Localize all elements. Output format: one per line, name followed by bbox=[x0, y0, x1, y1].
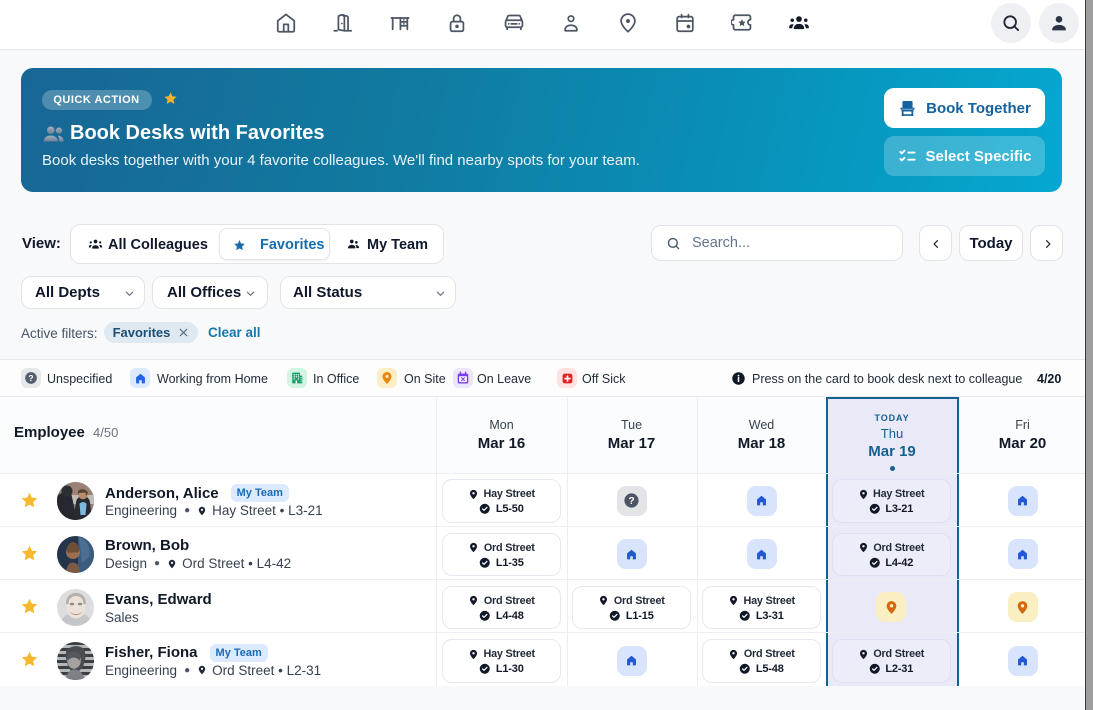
svg-text:?: ? bbox=[28, 373, 33, 383]
svg-text:?: ? bbox=[628, 496, 634, 507]
